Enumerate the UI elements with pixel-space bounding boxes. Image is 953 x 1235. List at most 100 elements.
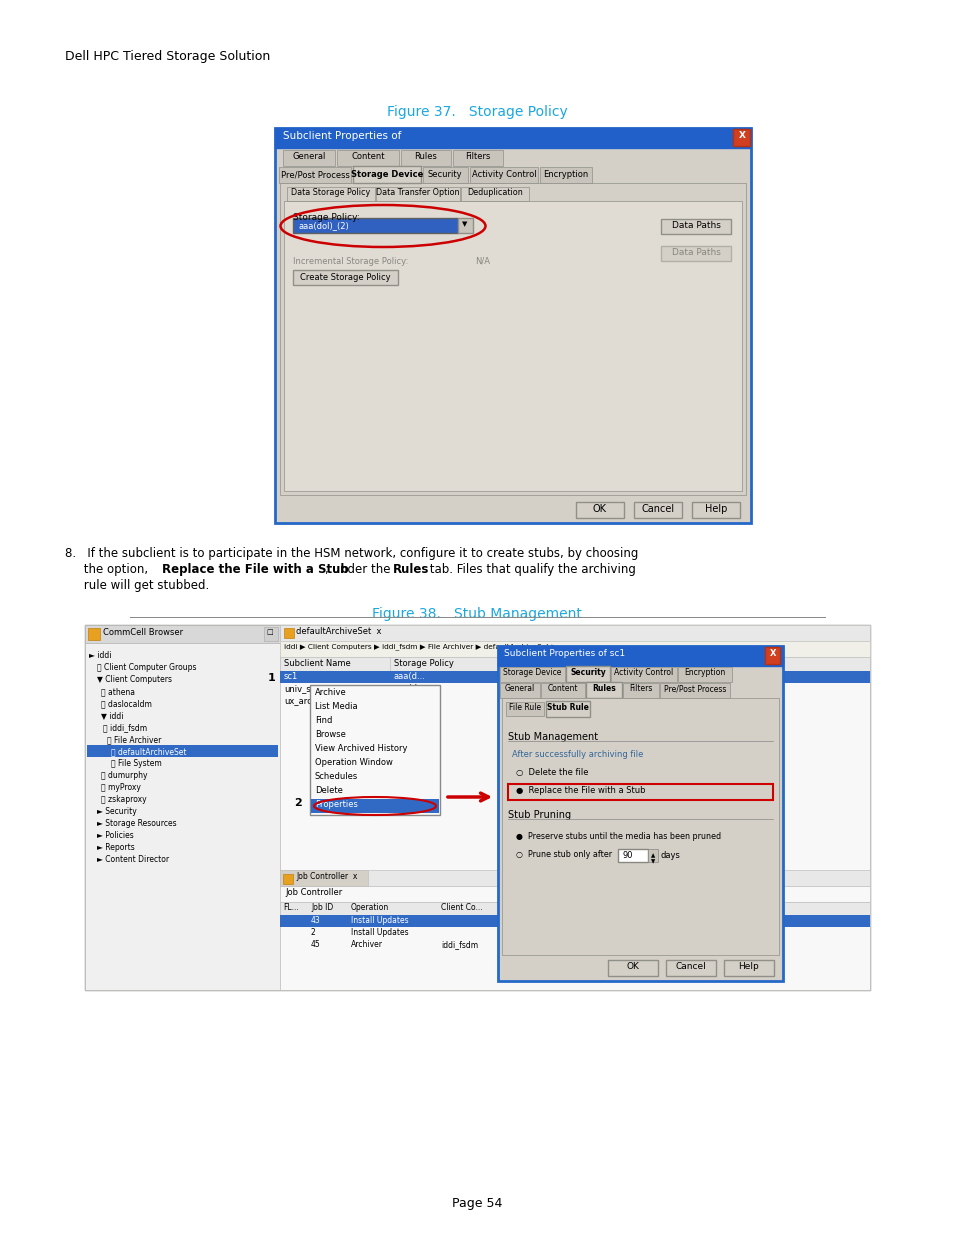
Text: 45: 45 bbox=[311, 940, 320, 948]
Bar bbox=[284, 201, 741, 492]
Text: Data Paths: Data Paths bbox=[671, 248, 720, 257]
Text: List Media: List Media bbox=[314, 701, 357, 711]
Text: 💻 myProxy: 💻 myProxy bbox=[101, 783, 141, 792]
Text: Filters: Filters bbox=[629, 684, 652, 693]
Text: rule will get stubbed.: rule will get stubbed. bbox=[65, 579, 209, 592]
Bar bbox=[280, 183, 745, 495]
Text: Cancel: Cancel bbox=[675, 962, 705, 971]
Text: tab. Files that qualify the archiving: tab. Files that qualify the archiving bbox=[426, 563, 636, 576]
Text: Stub Pruning: Stub Pruning bbox=[507, 810, 571, 820]
Text: ► Content Director: ► Content Director bbox=[97, 855, 169, 864]
Bar bbox=[280, 657, 869, 671]
Bar bbox=[280, 869, 869, 885]
Bar bbox=[732, 128, 749, 146]
Text: Data Paths: Data Paths bbox=[671, 221, 720, 230]
Bar bbox=[280, 902, 869, 915]
Text: days: days bbox=[660, 851, 680, 860]
Bar bbox=[353, 165, 420, 183]
Text: aaa(dol)_(2): aaa(dol)_(2) bbox=[298, 221, 350, 230]
Text: Storage Policy: Storage Policy bbox=[394, 659, 454, 668]
Text: , under the: , under the bbox=[325, 563, 394, 576]
Bar bbox=[660, 246, 730, 261]
Text: Rules: Rules bbox=[592, 684, 616, 693]
Bar bbox=[280, 671, 869, 683]
Text: Unic...: Unic... bbox=[520, 940, 544, 948]
Bar bbox=[375, 186, 459, 201]
Bar bbox=[400, 149, 451, 165]
Text: 💻 iddi_fsdm: 💻 iddi_fsdm bbox=[103, 722, 147, 732]
Text: 💻 dumurphy: 💻 dumurphy bbox=[101, 771, 148, 781]
Text: General: General bbox=[292, 152, 325, 161]
Text: Stub Management: Stub Management bbox=[507, 732, 598, 742]
Text: Find: Find bbox=[314, 716, 332, 725]
Text: ○  Delete the file: ○ Delete the file bbox=[516, 768, 588, 777]
Text: 2: 2 bbox=[311, 927, 315, 937]
Text: OK: OK bbox=[626, 962, 639, 971]
Text: OK: OK bbox=[593, 504, 606, 514]
Text: aaa(d...: aaa(d... bbox=[394, 672, 425, 680]
Text: FL...: FL... bbox=[283, 903, 298, 911]
Bar bbox=[610, 667, 677, 682]
Text: Security: Security bbox=[427, 170, 462, 179]
Bar bbox=[607, 960, 658, 976]
Bar bbox=[85, 625, 280, 990]
Bar bbox=[691, 501, 740, 517]
Bar bbox=[287, 186, 375, 201]
Bar bbox=[264, 627, 277, 641]
Bar bbox=[499, 683, 539, 698]
Text: iddi_fsdm: iddi_fsdm bbox=[440, 940, 477, 948]
Text: aaa(d...: aaa(d... bbox=[394, 684, 425, 693]
Text: univ_su...: univ_su... bbox=[284, 684, 324, 693]
Text: ●  Preserve stubs until the media has been pruned: ● Preserve stubs until the media has bee… bbox=[516, 832, 720, 841]
Bar bbox=[460, 186, 529, 201]
Bar bbox=[618, 848, 647, 862]
Text: Storage Device: Storage Device bbox=[351, 170, 423, 179]
Text: Operation: Operation bbox=[351, 903, 389, 911]
Text: Incremental Storage Policy:: Incremental Storage Policy: bbox=[293, 257, 408, 266]
Bar bbox=[678, 667, 731, 682]
Text: aaa(d...: aaa(d... bbox=[394, 697, 425, 705]
Bar bbox=[85, 625, 869, 990]
Text: Encryption: Encryption bbox=[543, 170, 588, 179]
Bar bbox=[470, 167, 537, 183]
Text: Browse: Browse bbox=[314, 730, 346, 739]
Text: Figure 37.   Storage Policy: Figure 37. Storage Policy bbox=[386, 105, 567, 119]
Text: Storage Device: Storage Device bbox=[502, 668, 560, 677]
Text: After successfully archiving file: After successfully archiving file bbox=[512, 750, 642, 760]
Bar bbox=[274, 128, 750, 522]
Text: File Rule: File Rule bbox=[508, 703, 540, 713]
Bar bbox=[539, 167, 592, 183]
Text: ▼ Client Computers: ▼ Client Computers bbox=[97, 676, 172, 684]
Text: Install Updates: Install Updates bbox=[351, 916, 408, 925]
FancyArrowPatch shape bbox=[447, 793, 488, 800]
Text: Page 54: Page 54 bbox=[452, 1197, 501, 1210]
Bar bbox=[280, 885, 869, 902]
Text: Client Co...: Client Co... bbox=[440, 903, 482, 911]
Text: Job Controller  x: Job Controller x bbox=[295, 872, 357, 881]
Bar bbox=[422, 167, 468, 183]
Bar bbox=[280, 625, 869, 641]
Text: Activity Control: Activity Control bbox=[614, 668, 673, 677]
Text: 💻 athena: 💻 athena bbox=[101, 687, 135, 697]
Text: Rules: Rules bbox=[393, 563, 429, 576]
Bar bbox=[499, 667, 564, 682]
Text: sc1: sc1 bbox=[284, 672, 298, 680]
Text: □: □ bbox=[267, 629, 273, 635]
Bar bbox=[293, 270, 397, 285]
Bar bbox=[585, 682, 621, 698]
Text: Filters: Filters bbox=[465, 152, 490, 161]
Bar bbox=[88, 629, 100, 640]
Text: Install Updates: Install Updates bbox=[351, 927, 408, 937]
Text: Archive: Archive bbox=[314, 688, 346, 697]
Bar bbox=[622, 683, 659, 698]
Text: ▼ iddi: ▼ iddi bbox=[101, 711, 123, 720]
Text: iddi ▶ Client Computers ▶ iddi_fsdm ▶ File Archiver ▶ defaultArchiveSet ▶: iddi ▶ Client Computers ▶ iddi_fsdm ▶ Fi… bbox=[284, 643, 557, 650]
Text: X: X bbox=[738, 131, 744, 140]
Bar bbox=[274, 128, 750, 148]
Text: 💻 File System: 💻 File System bbox=[111, 760, 162, 768]
Text: 💻 Client Computer Groups: 💻 Client Computer Groups bbox=[97, 663, 196, 672]
Text: 1: 1 bbox=[268, 673, 275, 683]
Bar bbox=[576, 501, 623, 517]
Text: Dell HPC Tiered Storage Solution: Dell HPC Tiered Storage Solution bbox=[65, 49, 270, 63]
Text: Delete: Delete bbox=[314, 785, 342, 795]
